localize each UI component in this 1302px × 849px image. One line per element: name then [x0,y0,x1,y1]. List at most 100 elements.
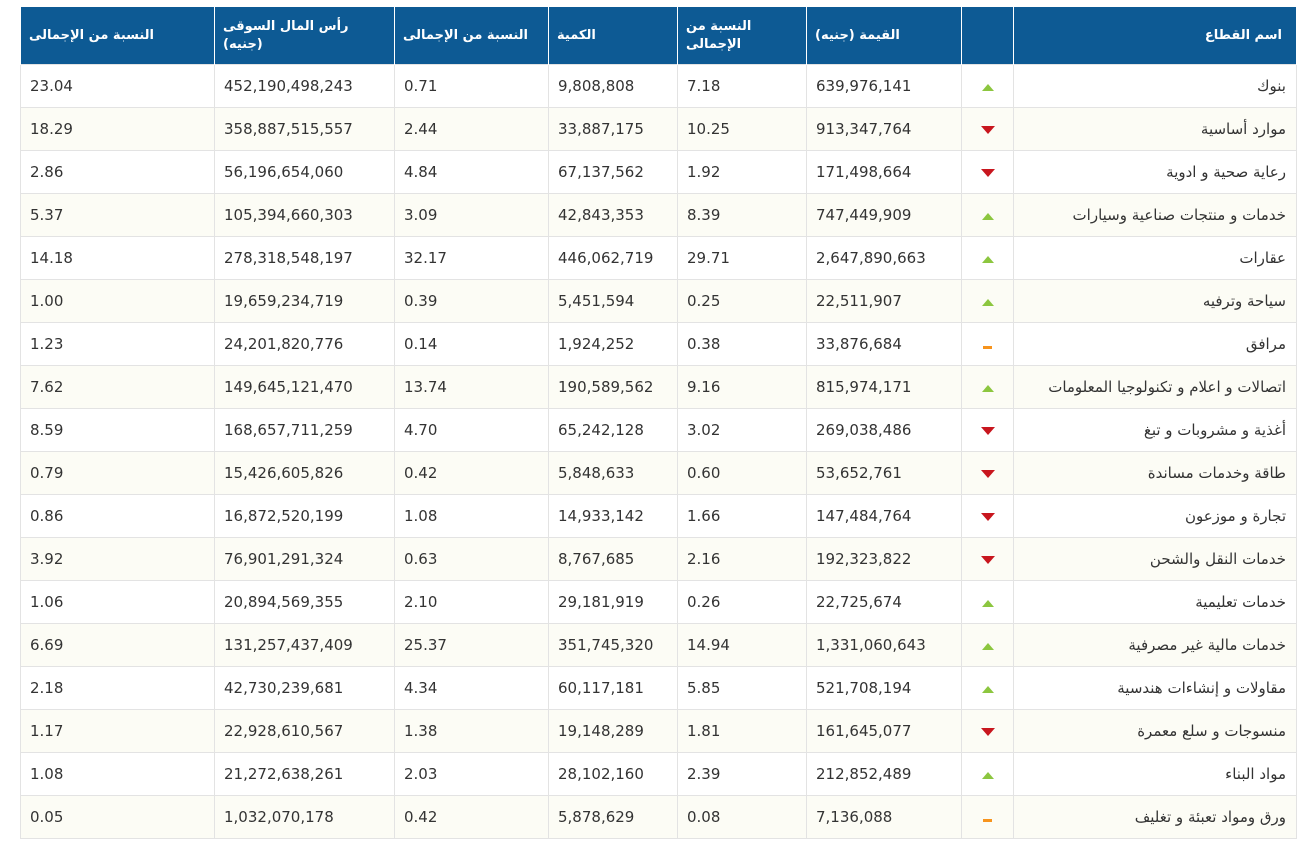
cell-market-cap: 452,190,498,243 [214,64,395,108]
cell-volume-pct: 0.71 [394,64,549,108]
table-row[interactable]: تجارة و موزعون 147,484,764 1.66 14,933,142 1… [20,494,1297,538]
table-row[interactable]: عقارات 2,647,890,663 29.71 446,062,719 32.17… [20,236,1297,280]
cell-sector: مرافق [1013,322,1297,366]
cell-volume-pct: 0.39 [394,279,549,323]
table-row[interactable]: مرافق 33,876,684 0.38 1,924,252 0.14 24,201,8… [20,322,1297,366]
cell-market-cap-pct: 1.17 [20,709,215,753]
table-row[interactable]: ورق ومواد تعبئة و تغليف 7,136,088 0.08 5,87… [20,795,1297,839]
cell-volume-pct: 1.38 [394,709,549,753]
cell-volume: 42,843,353 [548,193,678,237]
cell-value-pct: 2.16 [677,537,807,581]
table-row[interactable]: طاقة وخدمات مساندة 53,652,761 0.60 5,848,63… [20,451,1297,495]
cell-trend [961,279,1014,323]
header-market-cap-pct[interactable]: النسبة من الإجمالى [20,7,215,65]
cell-market-cap: 1,032,070,178 [214,795,395,839]
cell-volume: 33,887,175 [548,107,678,151]
triangle-up-icon [981,643,994,650]
cell-value-pct: 8.39 [677,193,807,237]
cell-volume-pct: 4.70 [394,408,549,452]
cell-value: 192,323,822 [806,537,962,581]
cell-value: 2,647,890,663 [806,236,962,280]
cell-value-pct: 0.26 [677,580,807,624]
triangle-up-icon [981,84,994,91]
cell-volume: 14,933,142 [548,494,678,538]
cell-sector: تجارة و موزعون [1013,494,1297,538]
cell-market-cap-pct: 8.59 [20,408,215,452]
table-row[interactable]: خدمات تعليمية 22,725,674 0.26 29,181,919 2.1… [20,580,1297,624]
cell-value-pct: 5.85 [677,666,807,710]
table-row[interactable]: خدمات و منتجات صناعية وسيارات 747,449,909… [20,193,1297,237]
cell-market-cap: 56,196,654,060 [214,150,395,194]
table-row[interactable]: سياحة وترفيه 22,511,907 0.25 5,451,594 0.39 1… [20,279,1297,323]
header-value-pct[interactable]: النسبة من الإجمالى [677,7,807,65]
table-row[interactable]: خدمات النقل والشحن 192,323,822 2.16 8,767,6… [20,537,1297,581]
cell-volume-pct: 25.37 [394,623,549,667]
table-row[interactable]: منسوجات و سلع معمرة 161,645,077 1.81 19,148… [20,709,1297,753]
cell-market-cap: 131,257,437,409 [214,623,395,667]
cell-value-pct: 29.71 [677,236,807,280]
header-market-cap[interactable]: رأس المال السوقى (جنيه) [214,7,395,65]
triangle-down-icon [980,169,995,177]
dash-icon [983,346,992,349]
cell-trend [961,236,1014,280]
header-value[interactable]: القيمة (جنيه) [806,7,962,65]
cell-volume-pct: 2.03 [394,752,549,796]
cell-sector: خدمات و منتجات صناعية وسيارات [1013,193,1297,237]
cell-trend [961,752,1014,796]
table-row[interactable]: مقاولات و إنشاءات هندسية 521,708,194 5.85 6… [20,666,1297,710]
table-row[interactable]: مواد البناء 212,852,489 2.39 28,102,160 2.03… [20,752,1297,796]
cell-market-cap-pct: 1.00 [20,279,215,323]
cell-value-pct: 0.25 [677,279,807,323]
sector-table-container: اسم القطاع القيمة (جنيه) النسبة من الإجم… [20,7,1297,839]
triangle-down-icon [980,470,995,478]
cell-market-cap-pct: 5.37 [20,193,215,237]
cell-value: 639,976,141 [806,64,962,108]
cell-value: 53,652,761 [806,451,962,495]
cell-volume: 190,589,562 [548,365,678,409]
cell-market-cap-pct: 0.05 [20,795,215,839]
cell-sector: مواد البناء [1013,752,1297,796]
cell-volume-pct: 4.84 [394,150,549,194]
cell-sector: سياحة وترفيه [1013,279,1297,323]
cell-volume: 19,148,289 [548,709,678,753]
cell-market-cap: 105,394,660,303 [214,193,395,237]
cell-value: 22,511,907 [806,279,962,323]
table-row[interactable]: بنوك 639,976,141 7.18 9,808,808 0.71 452,190,… [20,64,1297,108]
cell-market-cap-pct: 1.23 [20,322,215,366]
cell-market-cap-pct: 1.08 [20,752,215,796]
table-row[interactable]: موارد أساسية 913,347,764 10.25 33,887,175 2.… [20,107,1297,151]
table-row[interactable]: اتصالات و اعلام و تكنولوجيا المعلومات 815… [20,365,1297,409]
header-volume-pct[interactable]: النسبة من الإجمالى [394,7,549,65]
cell-trend [961,365,1014,409]
cell-volume-pct: 0.14 [394,322,549,366]
table-body: بنوك 639,976,141 7.18 9,808,808 0.71 452,190,… [20,64,1297,839]
cell-trend [961,795,1014,839]
cell-value: 269,038,486 [806,408,962,452]
cell-trend [961,666,1014,710]
cell-market-cap-pct: 7.62 [20,365,215,409]
header-volume[interactable]: الكمية [548,7,678,65]
cell-volume: 67,137,562 [548,150,678,194]
cell-value-pct: 1.66 [677,494,807,538]
cell-market-cap-pct: 18.29 [20,107,215,151]
table-row[interactable]: رعاية صحية و ادوية 171,498,664 1.92 67,137,… [20,150,1297,194]
table-row[interactable]: أغذية و مشروبات و تبغ 269,038,486 3.02 65,2… [20,408,1297,452]
table-row[interactable]: خدمات مالية غير مصرفية 1,331,060,643 14.94… [20,623,1297,667]
cell-market-cap: 76,901,291,324 [214,537,395,581]
cell-sector: خدمات تعليمية [1013,580,1297,624]
cell-volume-pct: 1.08 [394,494,549,538]
cell-volume: 60,117,181 [548,666,678,710]
cell-value-pct: 9.16 [677,365,807,409]
header-sector[interactable]: اسم القطاع [1013,7,1297,65]
cell-value-pct: 0.38 [677,322,807,366]
cell-market-cap-pct: 2.86 [20,150,215,194]
header-trend [961,7,1014,65]
cell-market-cap: 149,645,121,470 [214,365,395,409]
cell-market-cap: 19,659,234,719 [214,279,395,323]
cell-volume-pct: 13.74 [394,365,549,409]
cell-volume: 65,242,128 [548,408,678,452]
cell-sector: اتصالات و اعلام و تكنولوجيا المعلومات [1013,365,1297,409]
table-header: اسم القطاع القيمة (جنيه) النسبة من الإجم… [20,7,1297,65]
cell-volume-pct: 0.42 [394,451,549,495]
cell-volume: 446,062,719 [548,236,678,280]
